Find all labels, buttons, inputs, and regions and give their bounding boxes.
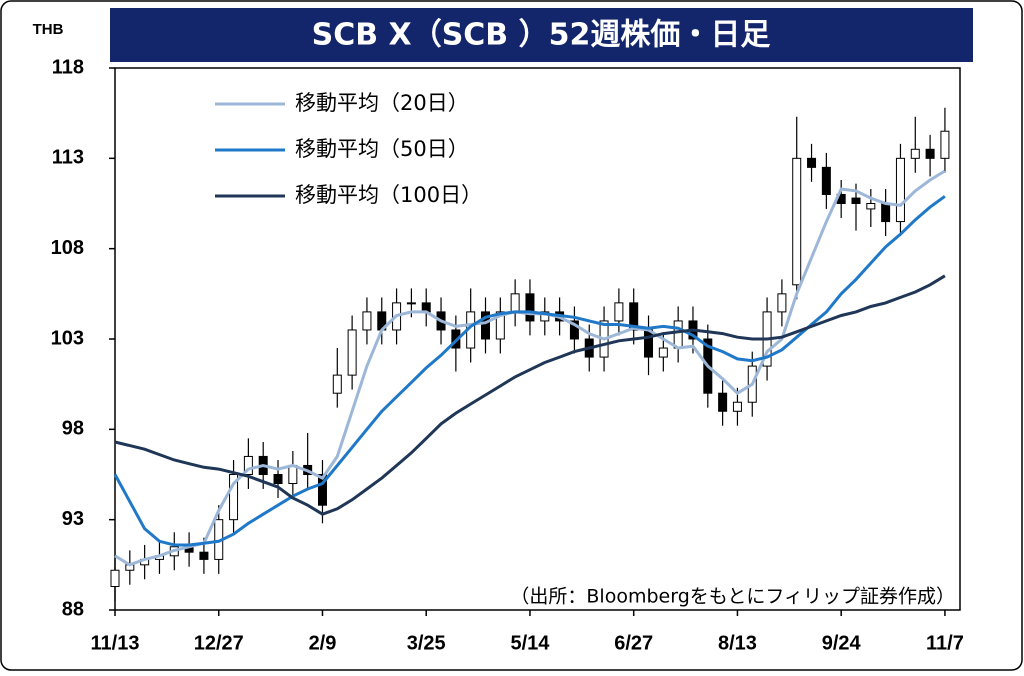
x-tick-label: 3/25 bbox=[407, 632, 446, 654]
source-note: （出所：Bloombergをもとにフィリップ証券作成） bbox=[510, 586, 955, 608]
candle-body bbox=[347, 329, 357, 376]
candle-body bbox=[317, 474, 327, 506]
candle-body bbox=[925, 148, 935, 159]
y-tick-label: 93 bbox=[62, 508, 84, 530]
y-unit: THB bbox=[33, 21, 64, 38]
candle-body bbox=[910, 148, 920, 159]
candle-body bbox=[732, 401, 742, 412]
candle-body bbox=[777, 293, 787, 313]
candle-body bbox=[110, 569, 120, 588]
candle-body bbox=[332, 374, 342, 394]
moving-average-line bbox=[114, 169, 946, 567]
legend-label: 移動平均（20日） bbox=[295, 91, 469, 115]
candle-body bbox=[718, 392, 728, 412]
y-tick-label: 103 bbox=[51, 327, 84, 349]
candle-body bbox=[273, 474, 283, 485]
candle-body bbox=[495, 311, 505, 340]
x-tick-label: 12/27 bbox=[194, 632, 244, 654]
legend-label: 移動平均（100日） bbox=[295, 183, 482, 207]
candle-body bbox=[673, 320, 683, 349]
candle-body bbox=[881, 203, 891, 223]
candle-body bbox=[362, 311, 372, 331]
candle-body bbox=[821, 166, 831, 195]
candle-body bbox=[614, 302, 624, 322]
candle-body bbox=[866, 203, 876, 210]
y-tick-label: 118 bbox=[52, 56, 84, 78]
title-bar bbox=[110, 8, 973, 62]
candle-body bbox=[540, 311, 550, 322]
y-tick-label: 98 bbox=[62, 418, 84, 440]
x-tick-label: 5/14 bbox=[510, 632, 550, 654]
candle-body bbox=[658, 347, 668, 358]
y-tick-label: 88 bbox=[62, 598, 84, 620]
candle-body bbox=[510, 293, 520, 313]
candle-body bbox=[644, 329, 654, 358]
candle-body bbox=[569, 320, 579, 340]
candle-body bbox=[629, 302, 639, 331]
x-tick-label: 11/7 bbox=[926, 632, 964, 654]
chart-title: SCB X（SCB ）52週株価・日足 bbox=[312, 18, 771, 53]
x-tick-label: 6/27 bbox=[614, 632, 653, 654]
y-tick-label: 113 bbox=[52, 147, 84, 169]
candle-body bbox=[229, 474, 239, 521]
candle-body bbox=[481, 311, 490, 340]
y-tick-label: 108 bbox=[51, 237, 84, 259]
candle-body bbox=[792, 157, 802, 286]
candle-body bbox=[406, 302, 416, 305]
x-tick-label: 2/9 bbox=[309, 632, 337, 654]
candle-body bbox=[525, 293, 535, 322]
candle-body bbox=[243, 455, 253, 475]
candle-body bbox=[807, 157, 817, 168]
candle-body bbox=[199, 551, 209, 560]
candle-body bbox=[851, 197, 861, 205]
x-tick-label: 9/24 bbox=[822, 632, 862, 654]
x-tick-label: 11/13 bbox=[91, 632, 140, 654]
candle-body bbox=[288, 464, 298, 485]
x-tick-label: 8/13 bbox=[718, 632, 757, 654]
moving-average-line bbox=[114, 274, 946, 516]
candle-body bbox=[895, 157, 905, 223]
legend-label: 移動平均（50日） bbox=[295, 137, 469, 161]
candle-body bbox=[940, 130, 950, 159]
